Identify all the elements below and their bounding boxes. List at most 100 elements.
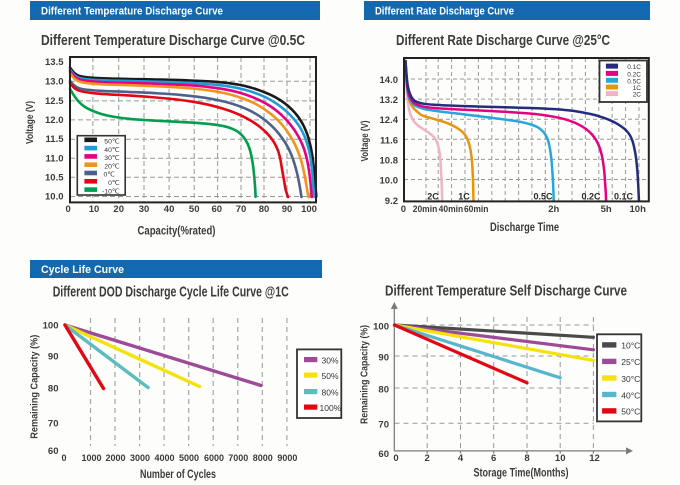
svg-text:2C: 2C [633,92,642,99]
svg-text:70: 70 [236,204,247,215]
svg-text:25°C: 25°C [621,357,640,367]
svg-text:8000: 8000 [253,453,273,463]
svg-text:10.5: 10.5 [45,172,64,183]
svg-text:0℃: 0℃ [104,172,116,179]
svg-text:50℃: 50℃ [104,139,120,146]
svg-text:12.5: 12.5 [45,96,64,107]
svg-text:12.0: 12.0 [45,115,64,126]
svg-text:5h: 5h [601,204,612,215]
svg-text:100%: 100% [320,403,342,413]
svg-text:70: 70 [378,419,389,430]
svg-text:2: 2 [425,453,430,464]
svg-text:7000: 7000 [228,453,248,463]
svg-text:Remaining Capacity (%): Remaining Capacity (%) [29,335,40,439]
svg-text:-10℃: -10℃ [102,188,120,195]
svg-text:5000: 5000 [179,453,199,463]
svg-text:0℃: 0℃ [108,180,120,187]
svg-text:9000: 9000 [277,453,297,463]
svg-text:0.1C: 0.1C [614,192,634,202]
svg-text:13.5: 13.5 [45,57,64,68]
svg-text:Number of Cycles: Number of Cycles [140,469,216,481]
svg-text:70: 70 [48,418,59,429]
svg-text:Storage Time(Months): Storage Time(Months) [474,468,569,480]
svg-text:40℃: 40℃ [104,147,120,154]
svg-text:50: 50 [189,204,200,215]
svg-text:10: 10 [555,453,566,464]
svg-text:60: 60 [212,204,223,215]
svg-text:50%: 50% [322,371,339,381]
svg-text:0.1C: 0.1C [627,64,641,71]
svg-text:10.0: 10.0 [45,192,64,203]
svg-text:10°C: 10°C [621,341,640,351]
svg-text:Different Rate Discharge Curve: Different Rate Discharge Curve @25°C [396,32,610,49]
svg-text:100: 100 [373,321,389,332]
svg-text:6000: 6000 [204,453,224,463]
svg-text:10.8: 10.8 [380,155,399,166]
svg-text:0.5C: 0.5C [627,78,641,85]
svg-text:Voltage (V): Voltage (V) [25,101,36,144]
svg-text:11.0: 11.0 [46,153,64,164]
svg-text:80%: 80% [322,388,339,398]
svg-text:20min: 20min [413,204,438,215]
svg-text:1C: 1C [633,85,642,92]
svg-text:0.2C: 0.2C [581,192,601,202]
svg-text:2000: 2000 [105,453,125,463]
svg-text:2C: 2C [427,192,439,202]
svg-text:0: 0 [66,204,71,215]
svg-text:0.2C: 0.2C [627,72,641,79]
svg-text:11.6: 11.6 [380,135,398,146]
svg-text:20: 20 [113,204,124,215]
svg-text:0: 0 [401,204,406,215]
svg-text:4: 4 [458,453,464,464]
svg-text:10.0: 10.0 [380,176,399,187]
svg-text:50°C: 50°C [621,407,640,417]
svg-text:80: 80 [48,383,59,394]
svg-text:Voltage (V): Voltage (V) [360,121,371,162]
svg-text:13.2: 13.2 [380,95,399,106]
svg-text:11.5: 11.5 [46,134,65,145]
svg-text:30°C: 30°C [621,374,640,384]
svg-text:12: 12 [589,453,600,464]
svg-text:40°C: 40°C [621,390,640,400]
svg-text:30℃: 30℃ [104,155,120,162]
svg-text:0: 0 [393,453,398,464]
svg-text:0.5C: 0.5C [533,192,553,202]
svg-text:Different Temperature Self Dis: Different Temperature Self Discharge Cur… [385,283,627,300]
svg-text:20℃: 20℃ [104,163,120,170]
svg-text:30: 30 [139,204,150,215]
svg-text:8: 8 [524,453,529,464]
svg-text:Cycle Life Curve: Cycle Life Curve [41,264,124,276]
svg-text:Discharge Time: Discharge Time [490,222,559,234]
svg-text:100: 100 [43,320,59,331]
svg-text:0: 0 [61,453,66,463]
svg-text:4000: 4000 [154,453,174,463]
svg-text:60: 60 [48,446,59,457]
svg-text:14.0: 14.0 [380,75,399,86]
svg-text:80: 80 [378,384,389,395]
svg-text:60min: 60min [464,204,489,215]
svg-text:80: 80 [259,204,270,215]
svg-text:1C: 1C [458,192,470,202]
svg-text:9.2: 9.2 [385,196,398,207]
svg-text:Different Rate Discharge Curve: Different Rate Discharge Curve [375,6,514,18]
svg-text:90: 90 [378,352,389,363]
svg-text:10: 10 [89,204,100,215]
svg-text:1000: 1000 [81,453,101,463]
svg-text:Different Temperature Discharg: Different Temperature Discharge Curve [41,6,223,18]
svg-text:10h: 10h [630,204,647,215]
svg-text:Capacity(%rated): Capacity(%rated) [138,226,216,238]
svg-text:Remaining Capacity (%): Remaining Capacity (%) [360,325,371,424]
svg-text:2h: 2h [548,204,559,215]
svg-text:3000: 3000 [130,453,150,463]
svg-text:13.0: 13.0 [45,76,64,87]
svg-text:90: 90 [48,351,59,362]
svg-text:Different DOD Discharge Cycle: Different DOD Discharge Cycle Life Curve… [53,284,289,301]
svg-text:40: 40 [164,204,175,215]
svg-text:90: 90 [282,204,293,215]
svg-text:60: 60 [378,449,389,460]
svg-text:30%: 30% [322,356,339,366]
svg-text:Different Temperature Discharg: Different Temperature Discharge Curve @0… [41,32,305,49]
svg-text:12.4: 12.4 [380,115,399,126]
svg-text:6: 6 [491,453,496,464]
svg-text:100: 100 [301,204,317,215]
